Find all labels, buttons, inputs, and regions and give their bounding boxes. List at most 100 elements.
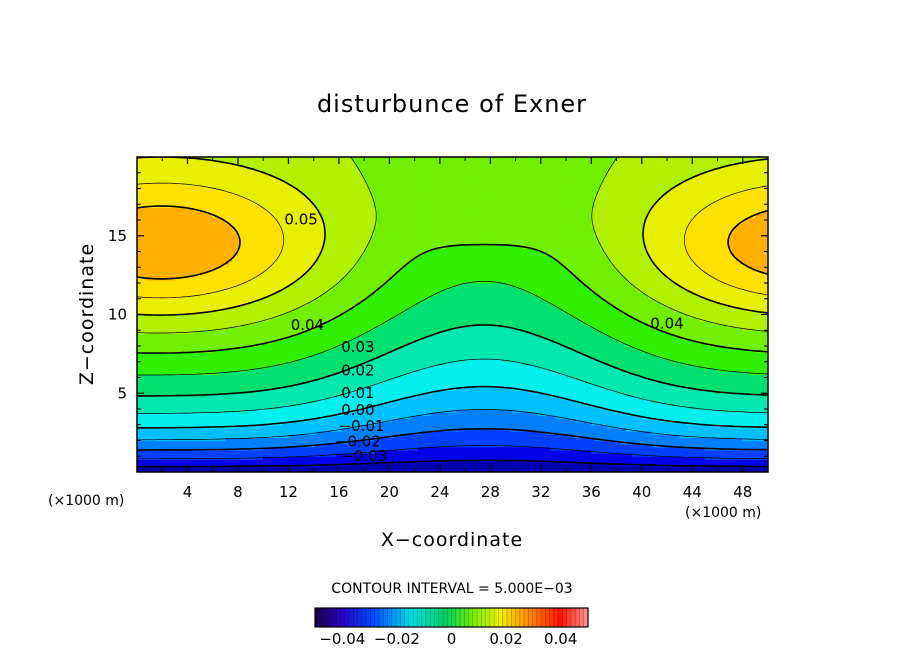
field-cell: [159, 185, 163, 190]
field-cell: [234, 317, 239, 322]
field-cell: [149, 163, 154, 168]
field-cell: [247, 267, 252, 271]
field-cell: [209, 352, 214, 357]
field-cell: [244, 336, 249, 341]
field-cell: [143, 270, 148, 275]
field-cell: [162, 301, 166, 306]
field-cell: [250, 257, 255, 262]
field-cell: [219, 213, 223, 218]
field-cell: [225, 295, 230, 300]
field-cell: [222, 194, 226, 199]
field-cell: [234, 434, 239, 438]
field-cell: [174, 232, 179, 237]
field-cell: [244, 283, 249, 287]
field-cell: [165, 361, 170, 366]
field-cell: [159, 305, 163, 309]
field-cell: [178, 220, 182, 224]
field-cell: [250, 317, 255, 322]
field-cell: [212, 264, 217, 268]
field-cell: [193, 283, 198, 287]
field-cell: [178, 245, 182, 249]
field-cell: [174, 226, 179, 231]
field-cell: [250, 468, 255, 472]
field-cell: [244, 160, 249, 164]
field-cell: [234, 188, 239, 193]
field-cell: [178, 226, 182, 231]
field-cell: [196, 320, 201, 325]
field-cell: [168, 358, 173, 363]
field-cell: [250, 286, 255, 290]
field-cell: [250, 172, 255, 177]
field-cell: [193, 185, 198, 190]
field-cell: [190, 226, 195, 231]
field-cell: [184, 314, 189, 319]
field-cell: [174, 238, 179, 243]
field-cell: [152, 418, 157, 423]
field-cell: [174, 191, 179, 196]
field-cell: [165, 352, 170, 357]
field-cell: [152, 465, 157, 470]
field-cell: [168, 188, 173, 193]
field-cell: [244, 314, 249, 319]
field-cell: [155, 257, 160, 262]
field-cell: [171, 346, 176, 350]
field-cell: [206, 317, 211, 322]
field-cell: [165, 317, 170, 322]
field-cell: [206, 330, 211, 334]
field-cell: [215, 405, 220, 410]
field-cell: [140, 427, 144, 432]
field-cell: [190, 371, 195, 375]
field-cell: [137, 201, 141, 205]
field-cell: [244, 188, 249, 193]
field-cell: [219, 396, 223, 401]
field-cell: [222, 226, 226, 231]
field-cell: [155, 308, 160, 312]
field-cell: [159, 232, 163, 237]
field-cell: [143, 207, 148, 212]
field-cell: [215, 182, 220, 186]
field-cell: [228, 440, 233, 445]
field-cell: [219, 232, 223, 237]
field-cell: [187, 427, 192, 432]
field-cell: [215, 358, 220, 363]
field-cell: [237, 371, 242, 375]
field-cell: [193, 443, 198, 448]
field-cell: [253, 468, 258, 472]
field-cell: [137, 383, 141, 388]
field-cell: [140, 374, 144, 379]
field-cell: [209, 427, 214, 432]
field-cell: [149, 317, 154, 322]
field-cell: [225, 431, 230, 435]
field-cell: [196, 386, 201, 391]
field-cell: [215, 352, 220, 357]
field-cell: [140, 213, 144, 218]
field-cell: [222, 166, 226, 171]
field-cell: [203, 336, 207, 341]
field-cell: [168, 210, 173, 215]
field-cell: [247, 254, 252, 259]
field-cell: [237, 374, 242, 379]
field-cell: [253, 402, 258, 407]
field-cell: [143, 175, 148, 180]
field-cell: [152, 383, 157, 388]
field-cell: [159, 333, 163, 338]
field-cell: [225, 204, 230, 208]
field-cell: [247, 257, 252, 262]
field-cell: [165, 449, 170, 454]
field-cell: [209, 320, 214, 325]
field-cell: [152, 402, 157, 407]
field-cell: [225, 396, 230, 401]
field-cell: [149, 251, 154, 256]
field-cell: [212, 412, 217, 416]
field-cell: [178, 235, 182, 240]
field-cell: [241, 220, 245, 224]
field-cell: [209, 197, 214, 202]
field-cell: [143, 254, 148, 259]
field-cell: [171, 358, 176, 363]
field-cell: [244, 349, 249, 353]
field-cell: [168, 305, 173, 309]
field-cell: [146, 248, 151, 253]
field-cell: [203, 175, 207, 180]
field-cell: [209, 216, 214, 221]
field-cell: [206, 311, 211, 316]
